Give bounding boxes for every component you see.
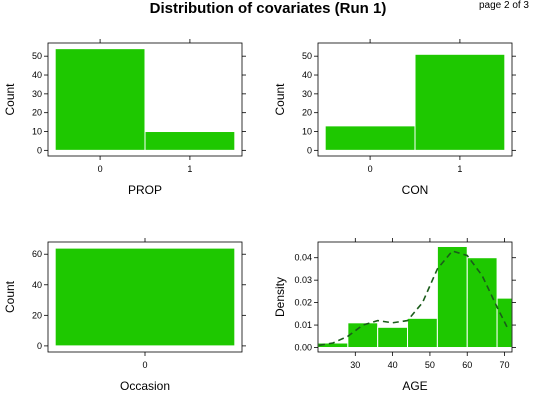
x-tick-label: 40 [388,360,398,370]
y-tick-label: 20 [302,108,312,118]
y-tick-label: 10 [32,127,42,137]
bar-prop-0 [54,48,146,151]
histogram-bar [347,322,379,349]
x-tick-label: 0 [368,164,373,174]
panel-4: 0.00 0.01 0.02 0.03 0.04 30 40 50 60 70 AGE Density [273,238,516,393]
density-curve [318,250,510,347]
y-tick-label: 0 [307,145,312,155]
plot-frame [317,241,513,353]
plot-frame [317,42,513,157]
bar-con-0 [324,125,416,151]
y-tick-label: 0.04 [294,253,312,263]
y-tick-label: 40 [302,70,312,80]
page-label: page 2 of 3 [479,0,529,11]
plot-frame [47,42,243,157]
y-tick-label: 0.02 [294,298,312,308]
histogram-bar [407,317,438,349]
histogram-bar [466,257,498,349]
y-axis-label: Count [3,280,17,313]
panel-2: 0 10 20 30 40 50 0 1 CON Count [273,39,516,197]
y-tick-label: 20 [32,310,42,320]
x-axis-label: CON [402,183,429,197]
bar-con-1 [414,53,506,151]
y-axis-label: Count [273,83,287,116]
x-axis-label: AGE [402,379,427,393]
histogram-bar [377,326,409,349]
x-tick-label: 1 [187,164,192,174]
x-axis-label: Occasion [120,379,170,393]
x-tick-label: 70 [500,360,510,370]
y-tick-label: 0.01 [294,320,312,330]
histogram-bar [436,245,468,349]
x-tick-label: 60 [462,360,472,370]
y-tick-label: 0 [37,145,42,155]
x-axis-label: PROP [128,183,162,197]
y-tick-label: 20 [32,108,42,118]
panels: 0 10 20 30 40 50 0 1 PROP Count 0 10 20 30 40 50 0 1 CON Co… [3,39,516,393]
y-tick-label: 30 [32,89,42,99]
y-tick-label: 0.03 [294,275,312,285]
x-tick-label: 0 [98,164,103,174]
bar-occasion-0 [54,247,236,347]
y-axis-label: Density [273,277,287,317]
figure-title: Distribution of covariates (Run 1) [150,0,387,17]
x-tick-label: 0 [142,360,147,370]
x-tick-label: 1 [457,164,462,174]
y-tick-label: 10 [302,127,312,137]
y-axis-label: Count [3,83,17,116]
y-tick-label: 50 [302,51,312,61]
x-tick-label: 30 [350,360,360,370]
y-tick-label: 50 [32,51,42,61]
x-tick-label: 50 [425,360,435,370]
y-tick-label: 40 [32,70,42,80]
y-tick-label: 0 [37,341,42,351]
panel-1: 0 10 20 30 40 50 0 1 PROP Count [3,39,246,197]
y-tick-label: 30 [302,89,312,99]
y-tick-label: 0.00 [294,343,312,353]
y-tick-label: 60 [32,249,42,259]
bar-prop-1 [144,131,236,151]
panel-3: 0 20 40 60 0 Occasion Count [3,238,246,393]
y-tick-label: 40 [32,280,42,290]
